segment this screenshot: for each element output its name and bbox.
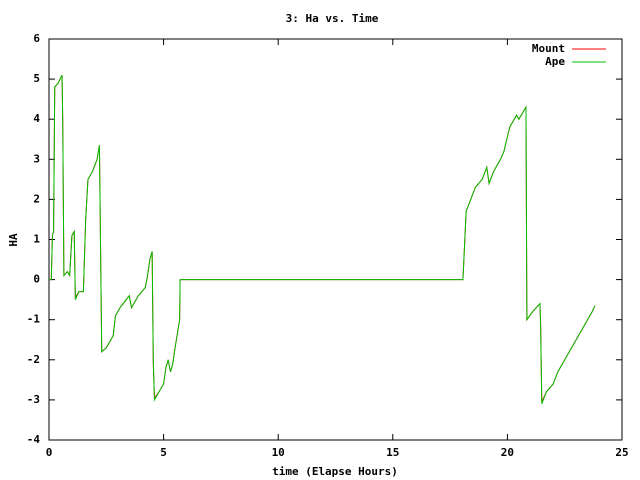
x-tick-label: 10 xyxy=(272,446,285,459)
y-tick-label: 1 xyxy=(33,233,40,246)
x-axis-label: time (Elapse Hours) xyxy=(272,465,398,478)
y-tick-label: -4 xyxy=(27,433,41,446)
chart-title: 3: Ha vs. Time xyxy=(286,12,379,25)
y-tick-label: -1 xyxy=(27,313,41,326)
x-tick-label: 25 xyxy=(615,446,628,459)
y-tick-label: 2 xyxy=(33,192,40,205)
y-tick-label: 6 xyxy=(33,32,40,45)
y-axis-label: HA xyxy=(7,233,20,247)
x-tick-label: 20 xyxy=(501,446,514,459)
y-tick-label: 5 xyxy=(33,72,40,85)
plot-border xyxy=(48,38,623,441)
y-tick-label: -3 xyxy=(27,393,40,406)
legend-label: Ape xyxy=(545,55,565,68)
y-tick-label: 0 xyxy=(33,273,40,286)
y-tick-label: 3 xyxy=(33,152,40,165)
series-line xyxy=(49,74,596,405)
y-tick-label: -2 xyxy=(27,353,40,366)
x-tick-label: 5 xyxy=(160,446,167,459)
x-tick-label: 15 xyxy=(386,446,399,459)
x-tick-label: 0 xyxy=(46,446,53,459)
y-tick-label: 4 xyxy=(33,112,40,125)
legend-label: Mount xyxy=(532,42,565,55)
